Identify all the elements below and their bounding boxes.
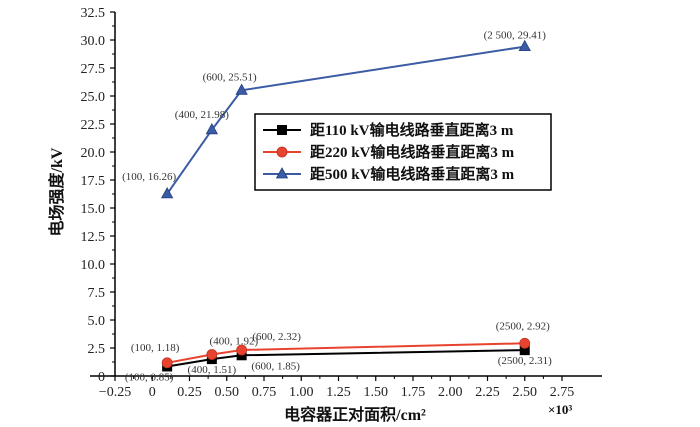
y-tick-label: 12.5 — [81, 230, 106, 245]
legend-marker — [277, 125, 287, 135]
data-label: (2 500, 29.41) — [484, 30, 547, 42]
x-tick-label: 2.00 — [438, 385, 463, 400]
x-tick-label: 1.75 — [401, 385, 426, 400]
legend-marker — [276, 146, 288, 158]
x-tick-label: −0.25 — [99, 385, 131, 400]
series-line — [166, 342, 525, 364]
y-tick-label: 0 — [98, 370, 105, 385]
y-axis-title: 电场强度/kV — [47, 147, 66, 236]
x-tick-label: 1.00 — [289, 385, 314, 400]
data-point — [518, 39, 531, 52]
data-point — [236, 344, 248, 356]
data-label: (600, 25.51) — [203, 71, 257, 83]
legend-label: 距500 kV输电线路垂直距离3 m — [310, 165, 515, 183]
y-tick-label: 20.0 — [81, 146, 106, 161]
y-tick-label: 30.0 — [81, 34, 106, 49]
legend-marker — [275, 167, 289, 179]
y-tick-label: 7.5 — [88, 286, 106, 301]
series-line — [166, 45, 525, 195]
y-tick-label: 27.5 — [81, 62, 106, 77]
y-tick-label: 10.0 — [81, 258, 106, 273]
data-point — [235, 83, 248, 95]
data-label: (400, 1.51) — [188, 364, 237, 376]
data-point — [205, 122, 219, 135]
data-point — [519, 337, 531, 349]
data-label: (400, 21.98) — [175, 109, 229, 121]
data-label: (400, 1.92) — [210, 335, 259, 347]
x-tick-label: 0 — [149, 385, 156, 400]
x-scale-label: ×10³ — [548, 402, 572, 417]
data-label: (100, 0.85) — [125, 371, 174, 383]
y-tick-label: 25.0 — [81, 90, 106, 105]
y-tick-label: 2.5 — [88, 342, 106, 357]
y-tick-label: 17.5 — [81, 174, 106, 189]
data-label: (100, 16.26) — [122, 171, 176, 183]
x-tick-label: 2.25 — [475, 385, 500, 400]
x-tick-label: 0.25 — [177, 385, 202, 400]
legend-label: 距110 kV输电线路垂直距离3 m — [310, 121, 514, 139]
data-point — [161, 357, 173, 369]
y-tick-label: 5.0 — [88, 314, 106, 329]
data-label: (2500, 2.92) — [496, 320, 550, 332]
legend-label: 距220 kV输电线路垂直距离3 m — [310, 143, 515, 161]
x-tick-label: 2.50 — [513, 385, 538, 400]
data-label: (2500, 2.31) — [498, 355, 552, 367]
x-tick-label: 1.25 — [326, 385, 351, 400]
series-line — [166, 349, 525, 368]
y-tick-label: 32.5 — [81, 6, 106, 21]
x-tick-label: 1.50 — [364, 385, 389, 400]
x-tick-label: 2.75 — [550, 385, 575, 400]
y-tick-label: 15.0 — [81, 202, 106, 217]
x-tick-label: 0.50 — [215, 385, 240, 400]
y-tick-label: 22.5 — [81, 118, 106, 133]
data-label: (600, 2.32) — [252, 331, 301, 343]
data-point — [160, 187, 174, 199]
legend-box — [254, 113, 552, 191]
data-label: (600, 1.85) — [251, 360, 300, 372]
x-tick-label: 0.75 — [252, 385, 277, 400]
data-label: (100, 1.18) — [131, 342, 180, 354]
data-point — [206, 349, 218, 360]
legend: 距110 kV输电线路垂直距离3 m 距220 kV输电线路垂直距离3 m 距500… — [254, 113, 552, 191]
x-axis-title: 电容器正对面积/cm² — [284, 405, 426, 424]
